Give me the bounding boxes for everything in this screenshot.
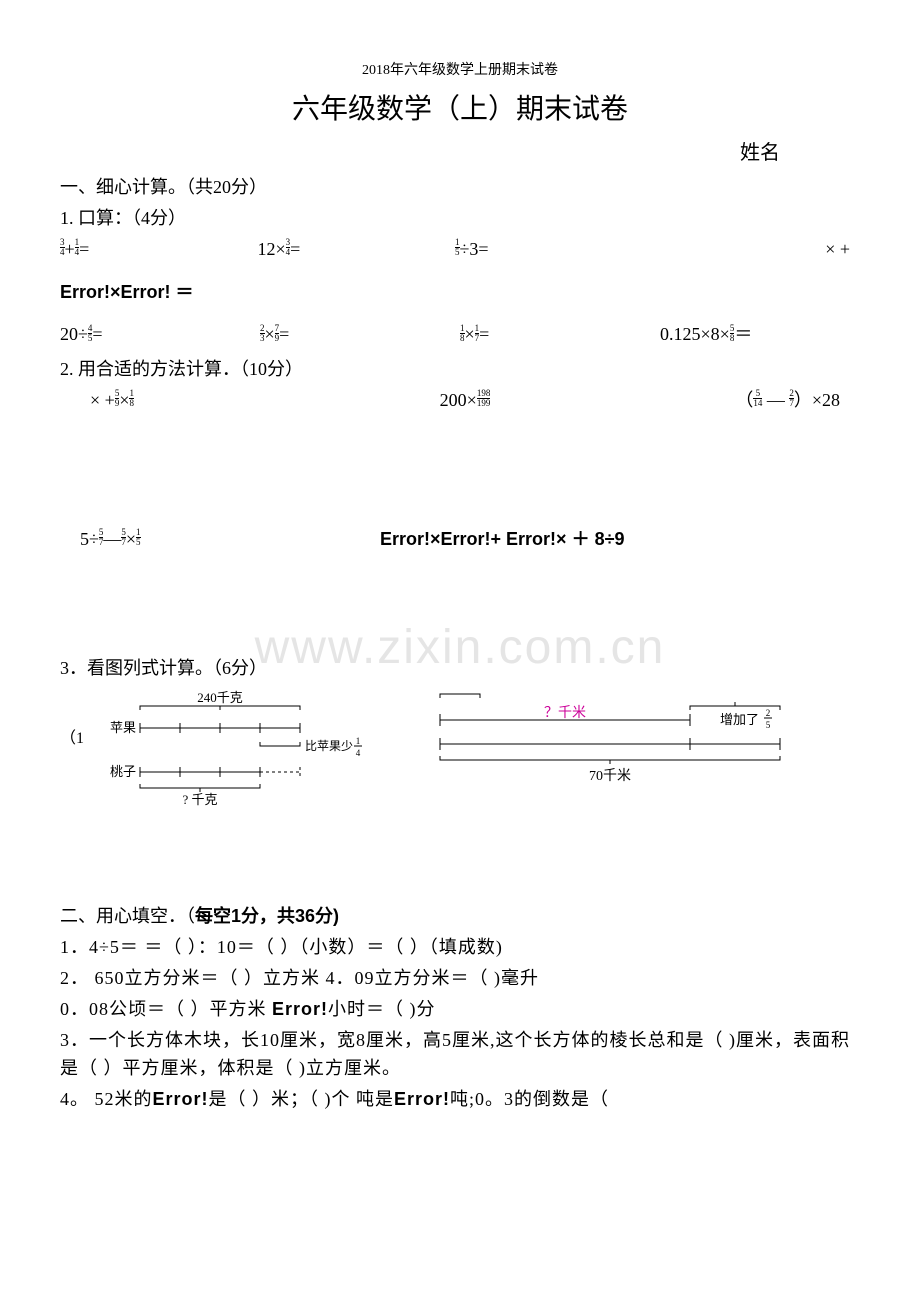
section-2-title: 二、用心填空．（每空1分，共36分) (60, 902, 860, 931)
calc-4b: Error!×Error!+ Error!× ＋ 8÷9 (380, 525, 860, 554)
q3-title: 3．看图列式计算。（6分） (60, 654, 860, 683)
d1-peach: 桃子 (110, 764, 136, 779)
svg-text:5: 5 (766, 720, 771, 730)
calc-row-1: 34+14= 12×34= 15÷3= × + (60, 235, 860, 264)
diagram-1: （1 240千克 苹果 比苹果少 1 4 桃子 (60, 688, 380, 808)
s2-err1: Error! (272, 999, 328, 1019)
calc-1b: 12×34= (258, 235, 456, 264)
calc-2d: 0.125×8×58＝ (660, 320, 860, 349)
calc-1d: × + (653, 235, 861, 264)
calc-3a: × +59×18 (60, 386, 340, 415)
d1-top-label: 240千克 (197, 690, 243, 705)
d1-apple: 苹果 (110, 720, 136, 735)
s2-l4a: 4。 52米的 (60, 1089, 153, 1109)
s2-l2c: 小时＝（ )分 (328, 999, 436, 1019)
name-label: 姓名 (60, 137, 860, 169)
header-big: 六年级数学（上）期末试卷 (60, 88, 860, 133)
calc-1c: 15÷3= (455, 235, 653, 264)
d2-bottom-label: 70千米 (589, 768, 631, 784)
s2-l4-wrap: 4。 52米的Error!是（ ）米；（ )个 吨是Error!吨;0。3的倒数… (60, 1085, 860, 1114)
s2-l2a: 2． 650立方分米＝（ ）立方米 4．09立方分米＝（ )毫升 (60, 964, 860, 993)
s2-err3: Error! (394, 1089, 450, 1109)
calc-row-3: × +59×18 200×198199 （514 — 27）×28 (60, 386, 860, 415)
calc-3c: （514 — 27）×28 (590, 386, 860, 415)
s2-l3: 3．一个长方体木块，长10厘米，宽8厘米，高5厘米,这个长方体的棱长总和是（ )… (60, 1026, 860, 1084)
diagram-1-svg: （1 240千克 苹果 比苹果少 1 4 桃子 (60, 688, 380, 808)
s2-err2: Error! (153, 1089, 209, 1109)
diagram-2: ？千米 增加了 2 5 70千米 (420, 688, 800, 798)
diagram-2-svg: ？千米 增加了 2 5 70千米 (420, 688, 800, 798)
calc-row-4: 5÷57—57×15 Error!×Error!+ Error!× ＋ 8÷9 (60, 525, 860, 554)
q2-title: 2. 用合适的方法计算．（10分） (60, 355, 860, 384)
d2-right-label: 增加了 (720, 712, 759, 727)
svg-text:1: 1 (356, 736, 361, 746)
section-1-title: 一、细心计算。（共20分） (60, 173, 860, 202)
diagram-row: （1 240千克 苹果 比苹果少 1 4 桃子 (60, 688, 860, 808)
calc-3b: 200×198199 (340, 386, 590, 415)
s2-l2b-wrap: 0．08公顷＝（ ）平方米 Error!小时＝（ )分 (60, 995, 860, 1024)
calc-4a: 5÷57—57×15 (60, 525, 380, 554)
s2-l2b: 0．08公顷＝（ ）平方米 (60, 999, 272, 1019)
d1-right-label: 比苹果少 (305, 739, 353, 753)
calc-row-2: 20÷45= 23×79= 18×17= 0.125×8×58＝ (60, 320, 860, 349)
calc-1a: 34+14= (60, 235, 258, 264)
d2-mid-label: ？千米 (544, 705, 586, 721)
calc-2c: 18×17= (460, 320, 660, 349)
d1-prefix: （1 (60, 729, 84, 747)
svg-text:4: 4 (356, 748, 361, 758)
s2-l1: 1．4÷5＝ ＝（ ）：10＝（ ）（小数）＝（ ）（填成数) (60, 933, 860, 962)
error-line-1: Error!×Error! ＝ (60, 278, 860, 307)
d1-bottom-label: ? 千克 (182, 792, 217, 807)
s2-l4b: 是（ ）米；（ )个 吨是 (209, 1089, 395, 1109)
svg-text:2: 2 (766, 708, 771, 718)
page-content: 2018年六年级数学上册期末试卷 六年级数学（上）期末试卷 姓名 一、细心计算。… (60, 60, 860, 1114)
calc-2b: 23×79= (260, 320, 460, 349)
s2-l4c: 吨;0。3的倒数是（ (450, 1089, 609, 1109)
header-small: 2018年六年级数学上册期末试卷 (60, 60, 860, 82)
q1-title: 1. 口算：（4分） (60, 204, 860, 233)
calc-2a: 20÷45= (60, 320, 260, 349)
